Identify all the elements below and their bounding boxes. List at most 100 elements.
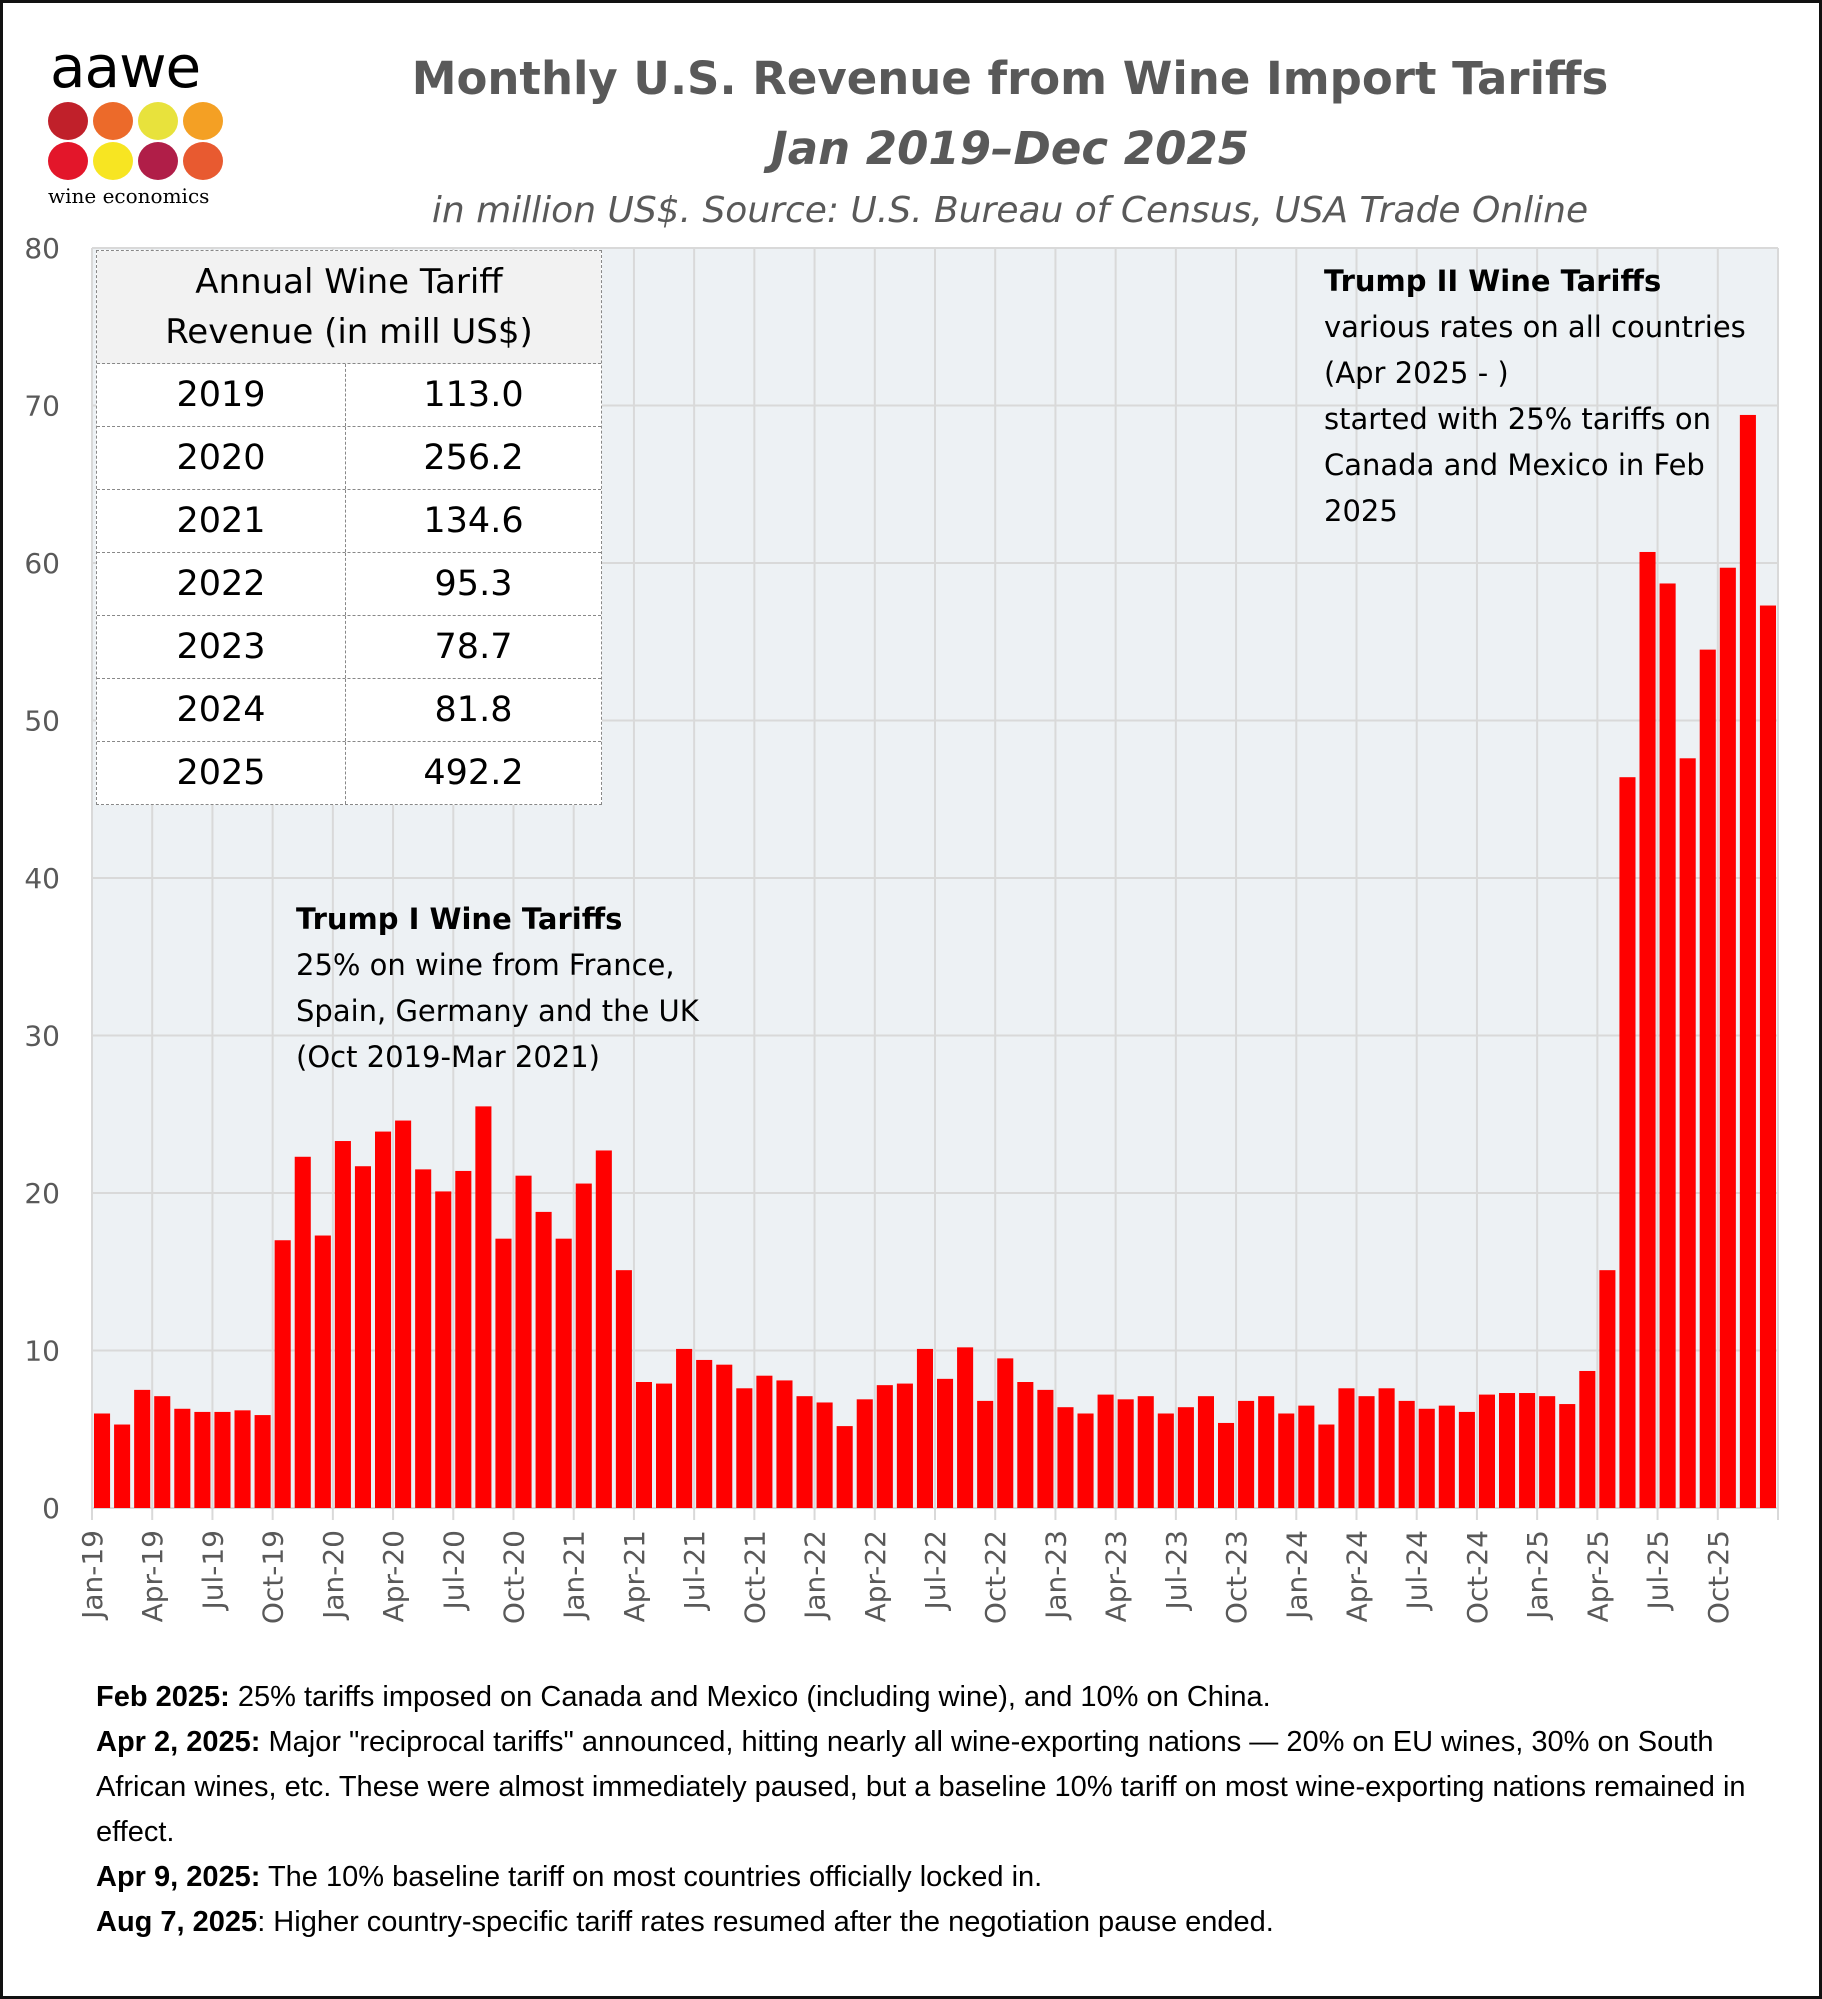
bar [916, 1348, 933, 1508]
x-tick-label: Oct-20 [498, 1530, 531, 1624]
x-tick-label: Apr-19 [136, 1530, 169, 1622]
table-row: 2022 95.3 [97, 553, 601, 616]
x-tick-label: Jan-19 [76, 1530, 109, 1621]
table-row: 2021 134.6 [97, 490, 601, 553]
bar [615, 1270, 632, 1508]
note-date: Apr 2, 2025: [96, 1726, 261, 1758]
y-tick-label: 70 [24, 390, 60, 423]
bar [314, 1235, 331, 1508]
bar [114, 1424, 131, 1508]
bar [294, 1156, 311, 1508]
year-cell: 2023 [97, 616, 346, 678]
bar [455, 1170, 472, 1508]
bar [354, 1166, 371, 1508]
revenue-cell: 113.0 [423, 375, 524, 415]
x-tick-label: Apr-25 [1581, 1530, 1614, 1622]
bar [274, 1240, 291, 1508]
table-header: Annual Wine Tariff Revenue (in mill US$) [97, 251, 601, 364]
year-cell: 2025 [97, 742, 346, 804]
bar [1278, 1413, 1295, 1508]
bar [1499, 1393, 1516, 1508]
bar [1378, 1388, 1395, 1508]
bar [1318, 1424, 1335, 1508]
bar [635, 1382, 652, 1508]
logo-dot [138, 142, 178, 180]
bar [1579, 1370, 1596, 1508]
policy-notes: Feb 2025: 25% tariffs imposed on Canada … [96, 1675, 1776, 1945]
logo-wordmark: aawe [50, 33, 201, 101]
bar [1137, 1396, 1154, 1508]
table-title-line1: Annual Wine Tariff [195, 262, 503, 302]
bar [1218, 1422, 1235, 1508]
bar [1358, 1396, 1375, 1508]
bar [334, 1141, 351, 1508]
x-tick-label: Jan-20 [317, 1530, 350, 1621]
bar [1639, 551, 1656, 1508]
bar [1699, 649, 1716, 1508]
bar [1057, 1407, 1074, 1508]
note-text: The 10% baseline tariff on most countrie… [260, 1861, 1043, 1893]
x-tick-label: Jan-21 [558, 1530, 591, 1621]
bar [1458, 1411, 1475, 1508]
bar [876, 1385, 893, 1508]
x-tick-label: Jan-23 [1039, 1530, 1072, 1621]
bar [495, 1238, 512, 1508]
bar [1519, 1393, 1536, 1508]
logo-subtitle: wine economics [48, 184, 210, 208]
bar [676, 1348, 693, 1508]
trump2-line: (Apr 2025 - ) [1324, 356, 1509, 390]
bar [395, 1120, 412, 1508]
x-tick-label: Oct-21 [738, 1530, 771, 1624]
bar [1539, 1396, 1556, 1508]
x-tick-label: Apr-24 [1341, 1530, 1374, 1622]
x-tick-label: Jan-24 [1280, 1530, 1313, 1621]
bar [535, 1211, 552, 1508]
x-tick-label: Oct-24 [1461, 1530, 1494, 1624]
x-tick-label: Apr-23 [1100, 1530, 1133, 1622]
bar [134, 1389, 151, 1508]
bar [1398, 1400, 1415, 1508]
bar [515, 1175, 532, 1508]
bar [475, 1106, 492, 1508]
trump2-title: Trump II Wine Tariffs [1324, 264, 1662, 298]
y-tick-label: 30 [24, 1020, 60, 1053]
year-cell: 2022 [97, 553, 346, 615]
x-tick-label: Oct-23 [1220, 1530, 1253, 1624]
bar [696, 1359, 713, 1508]
bar [977, 1400, 994, 1508]
note-item: Aug 7, 2025: Higher country-specific tar… [96, 1900, 1776, 1945]
x-tick-label: Jul-22 [919, 1530, 952, 1612]
trump1-line: Spain, Germany and the UK [296, 994, 699, 1028]
revenue-cell: 256.2 [423, 438, 524, 478]
note-item: Apr 9, 2025: The 10% baseline tariff on … [96, 1855, 1776, 1900]
bar [1619, 777, 1636, 1508]
x-tick-label: Oct-22 [979, 1530, 1012, 1624]
trump1-line: (Oct 2019-Mar 2021) [296, 1040, 600, 1074]
logo-dot [48, 142, 88, 180]
bar [796, 1396, 813, 1508]
y-tick-label: 50 [24, 705, 60, 738]
trump2-line: various rates on all countries [1324, 310, 1746, 344]
revenue-cell: 95.3 [434, 564, 513, 604]
table-row: 2023 78.7 [97, 616, 601, 679]
bar [94, 1413, 111, 1508]
y-tick-label: 10 [24, 1335, 60, 1368]
bar [1197, 1396, 1214, 1508]
bar [254, 1415, 271, 1508]
x-tick-label: Apr-22 [859, 1530, 892, 1622]
bar [1739, 414, 1756, 1509]
bar [957, 1347, 974, 1508]
note-date: Feb 2025: [96, 1681, 230, 1713]
revenue-cell: 134.6 [423, 501, 524, 541]
bar [856, 1399, 873, 1508]
x-tick-label: Jul-25 [1642, 1530, 1675, 1612]
x-tick-label: Apr-20 [377, 1530, 410, 1622]
logo-dot [93, 102, 133, 140]
chart-title: Monthly U.S. Revenue from Wine Import Ta… [411, 52, 1609, 105]
bar [575, 1183, 592, 1508]
bar [1258, 1396, 1275, 1508]
logo-dot [93, 142, 133, 180]
trump2-line: 2025 [1324, 494, 1398, 528]
trump1-annotation: Trump I Wine Tariffs 25% on wine from Fr… [296, 896, 699, 1080]
